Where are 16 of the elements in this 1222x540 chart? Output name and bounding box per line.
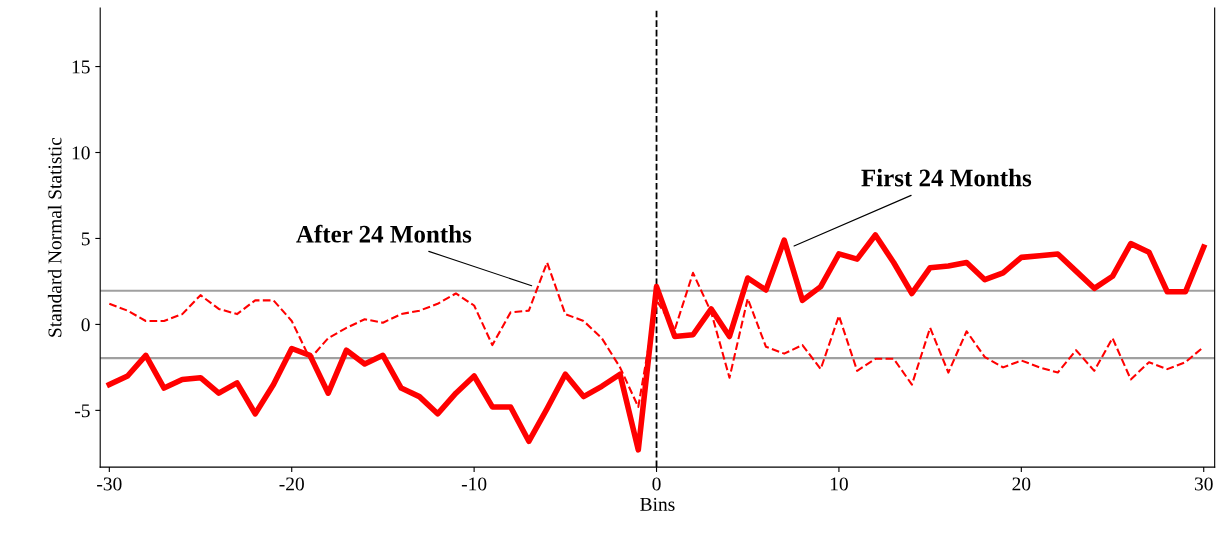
y-tick-label: 15 xyxy=(72,60,90,74)
x-tick-label: -10 xyxy=(461,477,487,491)
y-tick-label: 10 xyxy=(72,146,90,160)
x-tick-label: -30 xyxy=(97,477,122,491)
annotation: After 24 Months xyxy=(296,224,472,243)
y-tick-label: -5 xyxy=(75,404,90,418)
x-tick-label: -20 xyxy=(279,477,304,491)
x-tick-label: 30 xyxy=(1194,477,1213,491)
x-tick-label: 0 xyxy=(652,477,661,491)
x-tick-label: 20 xyxy=(1012,477,1031,491)
y-tick-label: 0 xyxy=(81,318,90,332)
x-axis-title: Bins xyxy=(640,497,675,511)
y-axis-title: Standard Normal Statistic xyxy=(47,137,62,337)
x-tick-label: 10 xyxy=(830,477,848,491)
annotation: First 24 Months xyxy=(861,168,1032,187)
y-tick-label: 5 xyxy=(81,232,90,246)
